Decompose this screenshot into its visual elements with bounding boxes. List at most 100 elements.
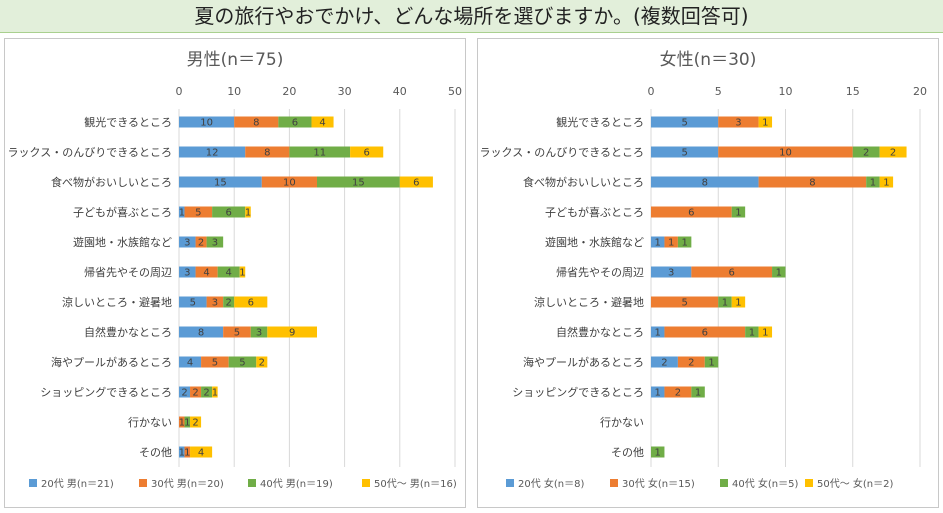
x-tick-label: 40	[393, 85, 407, 98]
bar-segment	[879, 146, 907, 158]
category-label: 子どもが喜ぶところ	[545, 205, 644, 219]
data-label: 3	[184, 238, 190, 249]
data-label: 10	[779, 148, 792, 159]
data-label: 5	[190, 298, 196, 309]
data-label: 6	[413, 178, 419, 189]
category-label: リラックス・のんびりできるところ	[478, 146, 644, 159]
bar-segment	[866, 176, 880, 188]
data-label: 3	[212, 298, 218, 309]
data-label: 1	[655, 448, 661, 459]
bar-segment	[651, 296, 719, 308]
bar-segment	[718, 296, 732, 308]
category-label: 食べ物がおいしいところ	[523, 175, 644, 189]
bar-segment	[195, 266, 218, 278]
data-label: 5	[234, 328, 240, 339]
category-label: 食べ物がおいしいところ	[51, 175, 172, 189]
data-label: 3	[668, 268, 674, 279]
bar-segment	[267, 326, 317, 338]
category-label: 遊園地・水族館など	[545, 235, 644, 249]
bar-segment	[704, 356, 719, 368]
bar-segment	[201, 386, 213, 398]
chart-male: 男性(n＝75) 0 10 20 30 40 50 観光できるところ 10 8 6 4 リラックス・のん…	[0, 50, 462, 490]
bar-segment	[179, 146, 246, 158]
bar-segment	[289, 146, 351, 158]
data-label: 5	[212, 358, 218, 369]
bar-segment	[311, 116, 334, 128]
category-label: その他	[139, 446, 172, 459]
data-label: 3	[212, 238, 218, 249]
x-tick-label: 0	[176, 85, 183, 98]
data-label: 5	[681, 118, 687, 129]
bar-segment	[256, 356, 268, 368]
data-label: 3	[256, 328, 262, 339]
x-tick-label: 15	[846, 85, 860, 98]
bar-segment	[179, 326, 224, 338]
data-label: 4	[187, 358, 193, 369]
legend-label: 30代 男(n＝20)	[151, 478, 224, 490]
bar-segment	[852, 146, 880, 158]
data-label: 4	[203, 268, 209, 279]
bar-segment	[317, 176, 400, 188]
bar-segment	[190, 446, 213, 458]
legend-label: 30代 女(n＝15)	[622, 477, 695, 490]
data-label: 5	[195, 208, 201, 219]
data-label: 2	[181, 388, 187, 399]
data-label: 10	[200, 118, 213, 129]
bar-segment	[651, 236, 665, 248]
bar-segment	[179, 296, 207, 308]
bar-segment	[745, 326, 759, 338]
bar-segment	[184, 416, 191, 428]
legend-label: 50代～ 男(n＝16)	[374, 478, 457, 490]
category-label: 帰省先やその周辺	[556, 266, 644, 279]
data-label: 1	[245, 208, 251, 219]
legend-label: 20代 女(n＝8)	[518, 477, 585, 490]
data-label: 2	[198, 238, 204, 249]
bar-segment	[212, 386, 218, 398]
bar-segment	[179, 386, 191, 398]
data-label: 6	[292, 118, 298, 129]
bar-segment	[651, 116, 719, 128]
category-label: 子どもが喜ぶところ	[73, 205, 172, 219]
bar-segment	[758, 176, 867, 188]
bar-segment	[651, 146, 719, 158]
bar-segment	[179, 236, 196, 248]
legend-label: 40代 女(n＝5)	[732, 477, 799, 490]
bar-segment	[179, 416, 185, 428]
data-label: 1	[883, 178, 889, 189]
category-label: 行かない	[600, 416, 644, 429]
data-label: 12	[206, 148, 219, 159]
category-label: 涼しいところ・避暑地	[534, 295, 644, 309]
bar-segment	[245, 146, 290, 158]
data-label: 1	[655, 238, 661, 249]
bar-segment	[879, 176, 894, 188]
data-label: 4	[225, 268, 231, 279]
data-label: 5	[681, 298, 687, 309]
x-tick-label: 50	[448, 85, 462, 98]
data-label: 8	[198, 328, 204, 339]
data-label: 1	[762, 328, 768, 339]
legend-swatch	[506, 479, 514, 487]
bar-segment	[664, 386, 692, 398]
category-label: ショッピングできるところ	[512, 385, 644, 399]
bar-segment	[664, 236, 678, 248]
bar-segment	[731, 206, 746, 218]
category-label: 観光できるところ	[84, 115, 172, 129]
bar-segment	[758, 326, 773, 338]
data-label: 4	[198, 448, 204, 459]
bar-segment	[206, 236, 224, 248]
category-label: 帰省先やその周辺	[84, 266, 172, 279]
bar-segment	[651, 266, 692, 278]
data-label: 1	[735, 208, 741, 219]
data-label: 6	[363, 148, 369, 159]
data-label: 5	[239, 358, 245, 369]
category-label: 自然豊かなところ	[556, 325, 644, 339]
chart-title: 男性(n＝75)	[187, 50, 284, 70]
bar-segment	[228, 356, 257, 368]
data-label: 1	[722, 298, 728, 309]
bar-segment	[179, 356, 202, 368]
x-tick-label: 20	[282, 85, 296, 98]
legend-swatch	[610, 479, 618, 487]
bar-segment	[651, 176, 759, 188]
data-label: 1	[179, 418, 185, 429]
data-label: 1	[735, 298, 741, 309]
